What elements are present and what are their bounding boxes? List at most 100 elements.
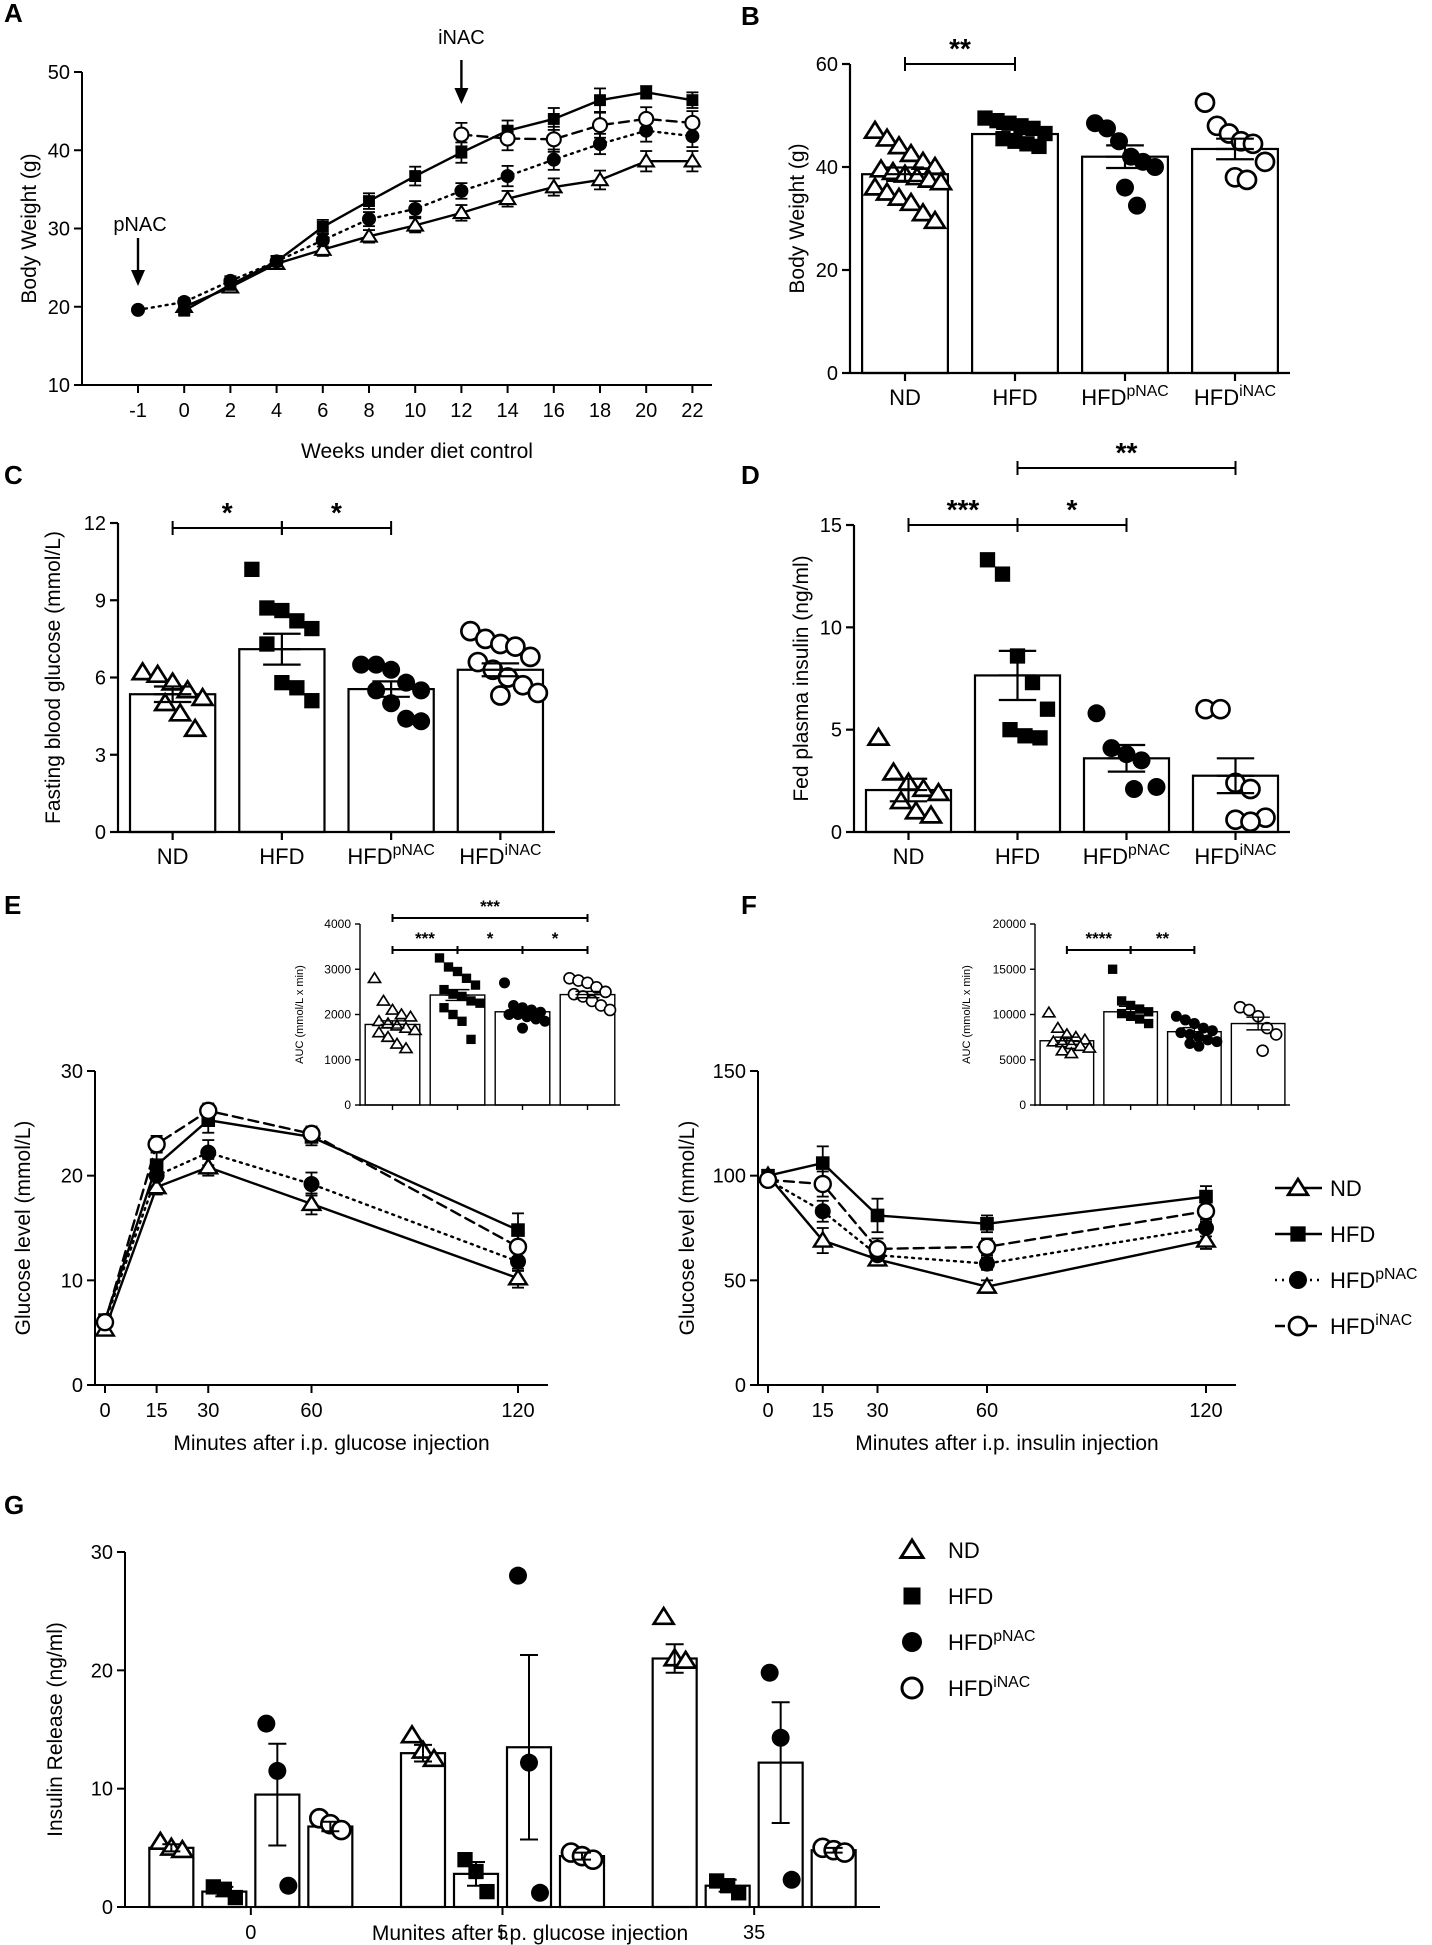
x-tick-label: 6 (317, 400, 328, 422)
data-point (886, 134, 912, 155)
data-point-HFDiNAC (868, 1239, 887, 1259)
data-point-HFDiNAC (453, 126, 470, 143)
x-tick-label: ND (893, 844, 925, 869)
data-point (1041, 1005, 1057, 1018)
data-point (1116, 996, 1127, 1006)
annotation-arrowhead (131, 270, 145, 286)
x-tick-label: 0 (99, 1400, 110, 1422)
legend-label: HFDpNAC (1330, 1266, 1417, 1293)
data-point (412, 712, 431, 731)
data-point-HFD (455, 146, 468, 159)
data-point (888, 789, 914, 810)
y-tick-label: 20 (61, 1166, 83, 1188)
y-tick-label: 1000 (324, 1053, 351, 1067)
data-point (782, 1870, 801, 1889)
significance-label: ** (949, 33, 971, 64)
y-tick-label: 6 (95, 668, 106, 690)
significance-label: * (331, 497, 342, 528)
data-point (412, 681, 431, 700)
data-point (384, 1002, 401, 1015)
panel-a: A 10 20 30 40 50 Body Weight (g) -1 0 2 4 6 8 10 12 14… (4, 0, 712, 463)
legend-label: HFD (948, 1584, 993, 1609)
data-point (371, 1025, 387, 1038)
data-point (911, 777, 936, 798)
data-point (1206, 1025, 1218, 1037)
data-point (517, 1022, 528, 1034)
data-point (874, 181, 900, 201)
data-point (527, 682, 549, 704)
y-axis-label: AUC (mmol/L x min) (294, 965, 306, 1064)
data-point (367, 655, 386, 674)
data-point-HFD (870, 1208, 885, 1223)
y-axis-label: Body Weight (g) (18, 153, 41, 303)
legend-marker (1290, 1226, 1306, 1242)
x-tick-label: HFDiNAC (459, 842, 541, 869)
y-tick-label: 5 (831, 720, 842, 742)
significance-label: **** (1086, 929, 1113, 948)
significance-label: * (487, 929, 494, 948)
data-point (382, 694, 401, 713)
series-line-HFDiNAC (766, 1178, 1208, 1251)
y-tick-label: 4000 (324, 917, 351, 931)
panel-f-label: F (741, 890, 757, 920)
data-point-HFD (178, 304, 191, 317)
data-point-ND (197, 1157, 220, 1175)
y-tick-label: 3000 (324, 962, 351, 976)
data-point (257, 1714, 276, 1733)
y-tick-label: 20 (816, 260, 838, 282)
legend-marker (903, 1587, 921, 1605)
x-tick-label: 60 (976, 1400, 998, 1422)
data-point-HFD (511, 1223, 525, 1237)
data-point (1242, 133, 1264, 155)
data-point (434, 953, 445, 963)
data-point (279, 1876, 298, 1895)
data-point (1031, 138, 1047, 155)
data-point (304, 693, 320, 709)
data-point (673, 1649, 699, 1669)
panel-b: B 0 20 40 60 ND HFD HFDpNAC HFDiNAC Body Weight … (741, 1, 1290, 410)
significance-label: * (1067, 494, 1078, 525)
data-point (1254, 151, 1276, 173)
data-point (1193, 1040, 1205, 1052)
data-point-ND (590, 171, 610, 187)
data-point (903, 799, 929, 820)
data-point-ND (682, 152, 703, 168)
y-tick-label: 10000 (993, 1008, 1027, 1022)
data-point (1236, 169, 1258, 191)
data-point-HFDpNAC (500, 169, 515, 184)
data-point-HFDiNAC (545, 131, 562, 148)
panel-g-label: G (4, 1490, 24, 1520)
data-point-ND (313, 240, 333, 256)
x-tick-label: ND (889, 385, 921, 410)
data-point (380, 1030, 396, 1043)
x-tick-label: 5 (497, 1922, 508, 1944)
data-point-HFD (409, 170, 422, 183)
y-tick-label: 20 (91, 1660, 113, 1682)
y-axis-label: Body Weight (g) (786, 143, 809, 293)
data-point (509, 1566, 527, 1585)
data-point (397, 709, 416, 728)
inset-auc: 0 5000 10000 15000 20000 AUC (mmol/L x min) **… (961, 917, 1290, 1112)
x-axis-label: Munites after i.p. glucose injection (372, 1922, 688, 1945)
data-point-HFDiNAC (302, 1124, 321, 1144)
annotation-inac: iNAC (438, 27, 485, 49)
data-point-HFDiNAC (499, 130, 516, 147)
y-axis-label: Glucose level (mmol/L) (12, 1121, 35, 1336)
data-point (448, 989, 458, 999)
data-point (886, 186, 912, 206)
data-point-HFDpNAC (454, 183, 469, 198)
data-point (1134, 1014, 1145, 1024)
data-point-HFDpNAC (814, 1203, 831, 1220)
significance-label: *** (947, 494, 980, 525)
x-tick-label: 18 (589, 400, 611, 422)
data-point (1170, 1010, 1182, 1022)
y-tick-label: 10 (61, 1270, 83, 1292)
data-point (731, 1885, 747, 1901)
x-axis-label: Minutes after i.p. insulin injection (855, 1432, 1159, 1455)
panel-e-label: E (4, 890, 21, 920)
significance-label: *** (415, 929, 435, 948)
annotation-arrowhead (454, 88, 469, 104)
data-point (1081, 1040, 1097, 1053)
